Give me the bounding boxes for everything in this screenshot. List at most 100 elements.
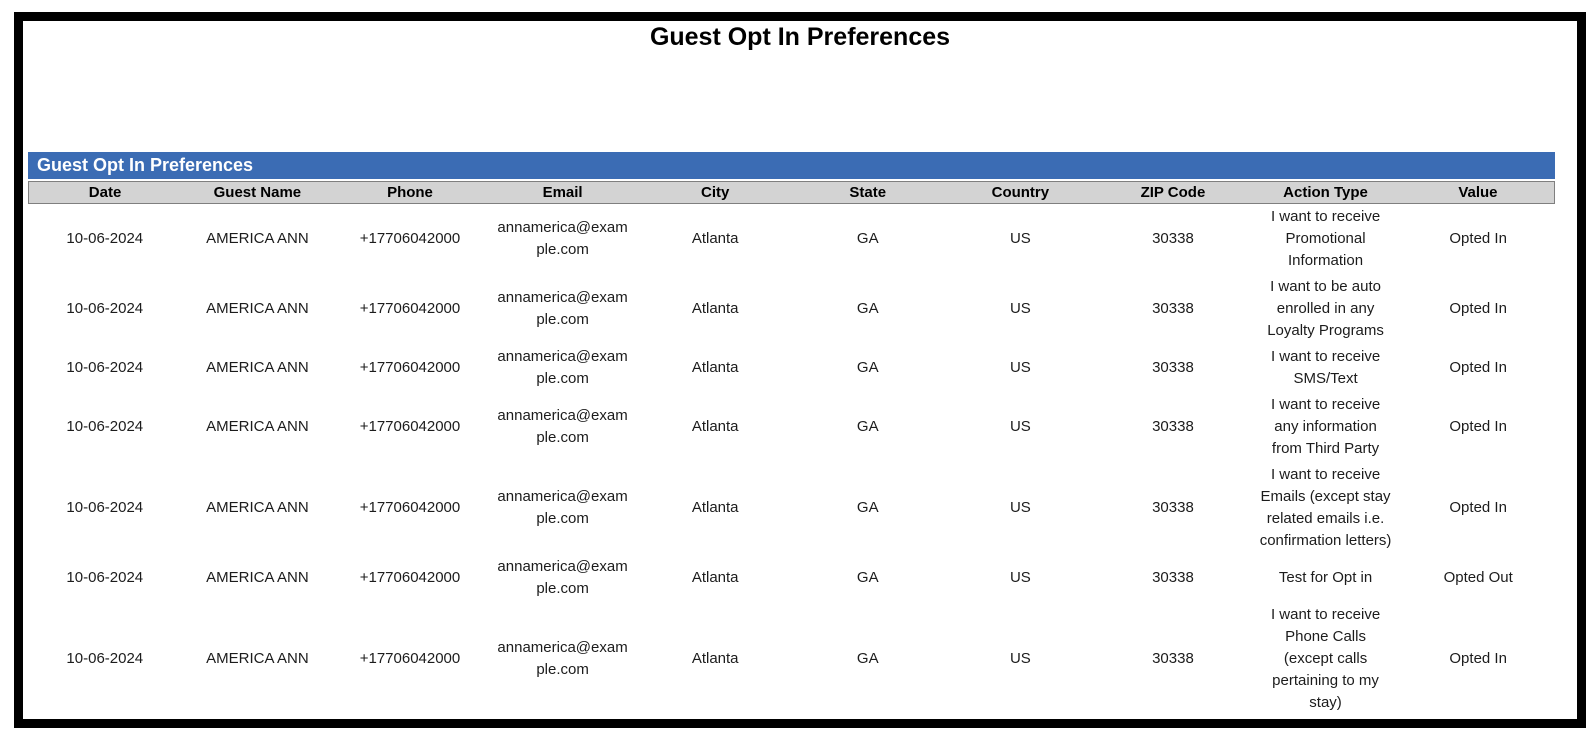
cell-text: I want to receive Emails (except stay re… <box>1259 466 1392 549</box>
cell-text: +17706042000 <box>359 300 461 317</box>
cell-phone: +17706042000 <box>334 274 487 344</box>
cell-city: Atlanta <box>639 344 792 392</box>
cell-text: GA <box>856 569 879 586</box>
cell-date: 10-06-2024 <box>29 554 182 602</box>
cell-text: US <box>1009 569 1031 586</box>
table-row: 10-06-2024 AMERICA ANN +17706042000 annamer… <box>29 392 1555 462</box>
cell-value: Opted In <box>1402 392 1555 462</box>
cell-guest_name: AMERICA ANN <box>181 462 334 554</box>
cell-text: 30338 <box>1152 300 1194 317</box>
cell-state: GA <box>791 392 944 462</box>
column-header-country: Country <box>944 181 1097 204</box>
cell-email: annamerica@example.com <box>486 392 639 462</box>
cell-text: Opted Out <box>1443 569 1513 586</box>
cell-city: Atlanta <box>639 462 792 554</box>
cell-text: GA <box>856 359 879 376</box>
cell-text: Atlanta <box>691 499 739 516</box>
cell-country: US <box>944 392 1097 462</box>
page-title: Guest Opt In Preferences <box>649 23 951 51</box>
cell-guest_name: AMERICA ANN <box>181 554 334 602</box>
cell-text: AMERICA ANN <box>206 300 309 317</box>
cell-text: annamerica@example.com <box>497 639 628 678</box>
table-row: 10-06-2024 AMERICA ANN +17706042000 annamer… <box>29 344 1555 392</box>
cell-text: annamerica@example.com <box>497 289 628 328</box>
cell-text: GA <box>856 418 879 435</box>
cell-guest_name: AMERICA ANN <box>181 204 334 275</box>
cell-date: 10-06-2024 <box>29 204 182 275</box>
cell-text: US <box>1009 499 1031 516</box>
cell-text: Atlanta <box>691 418 739 435</box>
cell-zip_code: 30338 <box>1097 274 1250 344</box>
cell-zip_code: 30338 <box>1097 602 1250 716</box>
cell-text: US <box>1009 300 1031 317</box>
cell-country: US <box>944 204 1097 275</box>
cell-email: annamerica@example.com <box>486 274 639 344</box>
cell-value: Opted Out <box>1402 554 1555 602</box>
cell-text: Atlanta <box>691 359 739 376</box>
column-header-state: State <box>791 181 945 204</box>
cell-text: US <box>1009 359 1031 376</box>
section-header-bar: Guest Opt In Preferences <box>28 152 1555 179</box>
table-row: 10-06-2024 AMERICA ANN +17706042000 annamer… <box>29 554 1555 602</box>
cell-text: 10-06-2024 <box>66 650 144 667</box>
cell-date: 10-06-2024 <box>29 344 182 392</box>
cell-email: annamerica@example.com <box>486 602 639 716</box>
cell-guest_name: AMERICA ANN <box>181 274 334 344</box>
cell-country: US <box>944 602 1097 716</box>
cell-text: 10-06-2024 <box>66 359 144 376</box>
cell-text: 10-06-2024 <box>66 300 144 317</box>
preferences-table: Date Guest Name Phone Email City State Country… <box>28 181 1555 716</box>
cell-phone: +17706042000 <box>334 602 487 716</box>
cell-text: GA <box>856 650 879 667</box>
cell-state: GA <box>791 274 944 344</box>
cell-action_type: I want to receive SMS/Text <box>1249 344 1402 392</box>
cell-date: 10-06-2024 <box>29 392 182 462</box>
cell-action_type: I want to receive Phone Calls (except ca… <box>1249 602 1402 716</box>
cell-city: Atlanta <box>639 554 792 602</box>
cell-text: Test for Opt in <box>1278 569 1373 587</box>
cell-value: Opted In <box>1402 602 1555 716</box>
cell-text: 30338 <box>1152 569 1194 586</box>
cell-value: Opted In <box>1402 204 1555 275</box>
cell-text: 30338 <box>1152 359 1194 376</box>
cell-text: Atlanta <box>691 569 739 586</box>
cell-text: 30338 <box>1152 418 1194 435</box>
cell-zip_code: 30338 <box>1097 344 1250 392</box>
cell-text: Atlanta <box>691 230 739 247</box>
table-body: 10-06-2024 AMERICA ANN +17706042000 annamer… <box>29 204 1555 717</box>
section-title: Guest Opt In Preferences <box>37 155 254 175</box>
cell-country: US <box>944 344 1097 392</box>
cell-state: GA <box>791 602 944 716</box>
cell-value: Opted In <box>1402 344 1555 392</box>
cell-text: +17706042000 <box>359 418 461 435</box>
cell-email: annamerica@example.com <box>486 344 639 392</box>
table-row: 10-06-2024 AMERICA ANN +17706042000 annamer… <box>29 602 1555 716</box>
cell-text: 30338 <box>1152 650 1194 667</box>
cell-country: US <box>944 554 1097 602</box>
column-header-guest_name: Guest Name <box>181 181 334 204</box>
cell-action_type: Test for Opt in <box>1249 554 1402 602</box>
cell-text: Atlanta <box>691 650 739 667</box>
table-row: 10-06-2024 AMERICA ANN +17706042000 annamer… <box>29 274 1555 344</box>
column-header-date: Date <box>28 181 182 204</box>
cell-text: 10-06-2024 <box>66 499 144 516</box>
column-header-value: Value <box>1401 181 1555 204</box>
report-section: Guest Opt In Preferences Date Guest Name P… <box>28 152 1555 716</box>
cell-guest_name: AMERICA ANN <box>181 392 334 462</box>
cell-text: I want to receive SMS/Text <box>1270 348 1381 387</box>
cell-zip_code: 30338 <box>1097 554 1250 602</box>
cell-phone: +17706042000 <box>334 554 487 602</box>
cell-text: +17706042000 <box>359 499 461 516</box>
cell-text: US <box>1009 230 1031 247</box>
cell-text: AMERICA ANN <box>206 499 309 516</box>
cell-city: Atlanta <box>639 602 792 716</box>
cell-phone: +17706042000 <box>334 204 487 275</box>
cell-email: annamerica@example.com <box>486 462 639 554</box>
cell-state: GA <box>791 344 944 392</box>
cell-date: 10-06-2024 <box>29 602 182 716</box>
cell-text: I want to receive Promotional Informatio… <box>1270 208 1381 269</box>
cell-text: annamerica@example.com <box>497 219 628 258</box>
cell-action_type: I want to receive any information from T… <box>1249 392 1402 462</box>
cell-country: US <box>944 274 1097 344</box>
column-header-email: Email <box>486 181 639 204</box>
